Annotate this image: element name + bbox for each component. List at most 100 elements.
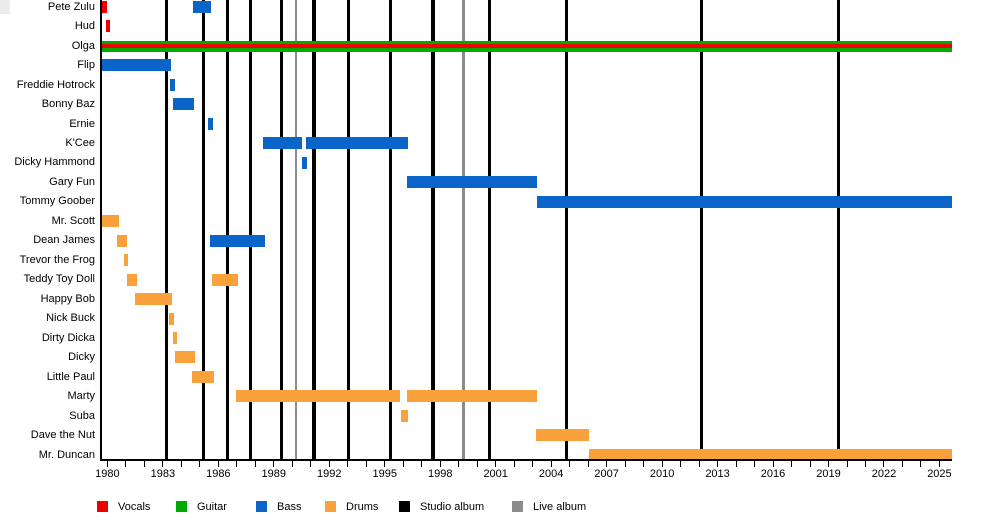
member-label: Hud xyxy=(74,20,95,33)
axis-tick xyxy=(458,461,460,467)
guitar-swatch-icon xyxy=(176,501,187,512)
timeline-bar-bass xyxy=(305,137,409,150)
axis-tick xyxy=(421,461,423,467)
timeline-bar-bass xyxy=(263,137,303,150)
axis-tick-label: 2016 xyxy=(760,468,786,480)
axis-tick xyxy=(328,461,330,467)
legend-label: Bass xyxy=(277,501,302,513)
drums-swatch-icon xyxy=(325,501,336,512)
timeline-bar-vocals xyxy=(100,1,108,13)
axis-tick-label: 2007 xyxy=(594,468,619,480)
studio-album-line xyxy=(249,0,253,460)
member-label: Gary Fun xyxy=(49,175,95,188)
axis-tick-label: 1992 xyxy=(317,468,342,480)
timeline-bar-drums xyxy=(169,312,174,325)
axis-tick xyxy=(938,461,940,467)
axis-tick xyxy=(587,461,589,467)
member-label: Dave the Nut xyxy=(30,429,95,442)
member-label: K'Cee xyxy=(65,136,95,149)
axis-tick xyxy=(772,461,774,467)
axis-tick xyxy=(143,461,145,467)
axis-tick-label: 1983 xyxy=(150,468,176,480)
studio-album-line xyxy=(388,0,393,460)
plot-left-border xyxy=(99,0,102,461)
axis-tick-label: 2010 xyxy=(649,468,675,480)
axis-tick xyxy=(273,461,275,467)
timeline-bar-bass xyxy=(210,234,265,247)
axis-tick xyxy=(402,461,404,467)
timeline-bar-bass xyxy=(172,98,194,111)
timeline-bar-bass xyxy=(193,1,211,13)
member-label: Freddie Hotrock xyxy=(16,78,95,91)
axis-tick xyxy=(864,461,866,467)
studio-album-line xyxy=(279,0,283,460)
axis-tick xyxy=(569,461,571,467)
member-label: Mr. Scott xyxy=(51,214,95,227)
studio-album-line xyxy=(164,0,169,460)
axis-tick xyxy=(384,461,386,467)
timeline-bar-drums xyxy=(401,409,409,422)
axis-tick xyxy=(661,461,663,467)
member-label: Dirty Dicka xyxy=(41,331,95,344)
member-label: Nick Buck xyxy=(46,312,95,325)
member-label: Olga xyxy=(71,39,95,52)
axis-tick-label: 1986 xyxy=(206,468,231,480)
axis-tick-label: 1989 xyxy=(261,468,287,480)
studio-album-line xyxy=(836,0,841,460)
axis-tick xyxy=(125,461,127,467)
studio-album-line xyxy=(431,0,435,460)
timeline-bar-bass xyxy=(407,176,537,189)
member-label: Marty xyxy=(67,390,96,403)
axis-tick xyxy=(180,461,182,467)
timeline-bar-drums xyxy=(173,331,178,344)
axis-tick-label: 2001 xyxy=(483,468,508,480)
live-album-swatch-icon xyxy=(512,501,523,512)
axis-tick xyxy=(365,461,367,467)
studio-album-swatch-icon xyxy=(399,501,410,512)
axis-tick xyxy=(550,461,552,467)
corner-artifact xyxy=(0,0,10,14)
studio-album-line xyxy=(347,0,351,460)
member-label: Dicky xyxy=(68,351,95,364)
axis-tick xyxy=(791,461,793,467)
axis-tick xyxy=(883,461,885,467)
timeline-bar-bass xyxy=(208,117,214,130)
timeline-bar-drums xyxy=(134,293,172,306)
timeline-chart: Pete Zulu Hud Olga Flip Freddie Hotrock Bonny… xyxy=(14,0,952,480)
timeline-bar-bass xyxy=(100,59,171,72)
timeline-bar-vocals xyxy=(105,20,110,33)
member-label: Trevor the Frog xyxy=(19,253,95,266)
axis-tick xyxy=(809,461,811,467)
timeline-bar-drums xyxy=(407,390,537,403)
member-label: Happy Bob xyxy=(40,292,95,305)
timeline-bar-drums xyxy=(535,429,589,442)
timeline-bar-drums xyxy=(235,390,400,403)
axis-tick-label: 2013 xyxy=(705,468,730,480)
timeline-bar-drums xyxy=(588,448,952,461)
studio-album-line xyxy=(312,0,316,460)
legend-label: Vocals xyxy=(118,501,151,513)
axis-tick xyxy=(106,461,108,467)
studio-album-line xyxy=(487,0,491,460)
axis-tick xyxy=(495,461,497,467)
axis-tick-label: 1995 xyxy=(372,468,397,480)
timeline-bar-drums xyxy=(124,254,128,267)
studio-album-line xyxy=(699,0,704,460)
axis-tick xyxy=(643,461,645,467)
timeline-bar-drums xyxy=(212,273,239,286)
axis-tick xyxy=(717,461,719,467)
legend-label: Drums xyxy=(346,501,379,513)
axis-tick xyxy=(735,461,737,467)
x-axis-line xyxy=(99,459,952,461)
studio-album-line xyxy=(225,0,230,460)
member-label: Pete Zulu xyxy=(47,0,95,13)
studio-album-line xyxy=(564,0,569,460)
axis-tick xyxy=(199,461,201,467)
member-label: Flip xyxy=(77,59,95,72)
axis-tick xyxy=(624,461,626,467)
timeline-bar-bass xyxy=(170,78,176,91)
axis-tick xyxy=(236,461,238,467)
axis-tick xyxy=(920,461,922,467)
axis-tick-label: 1980 xyxy=(95,468,120,480)
